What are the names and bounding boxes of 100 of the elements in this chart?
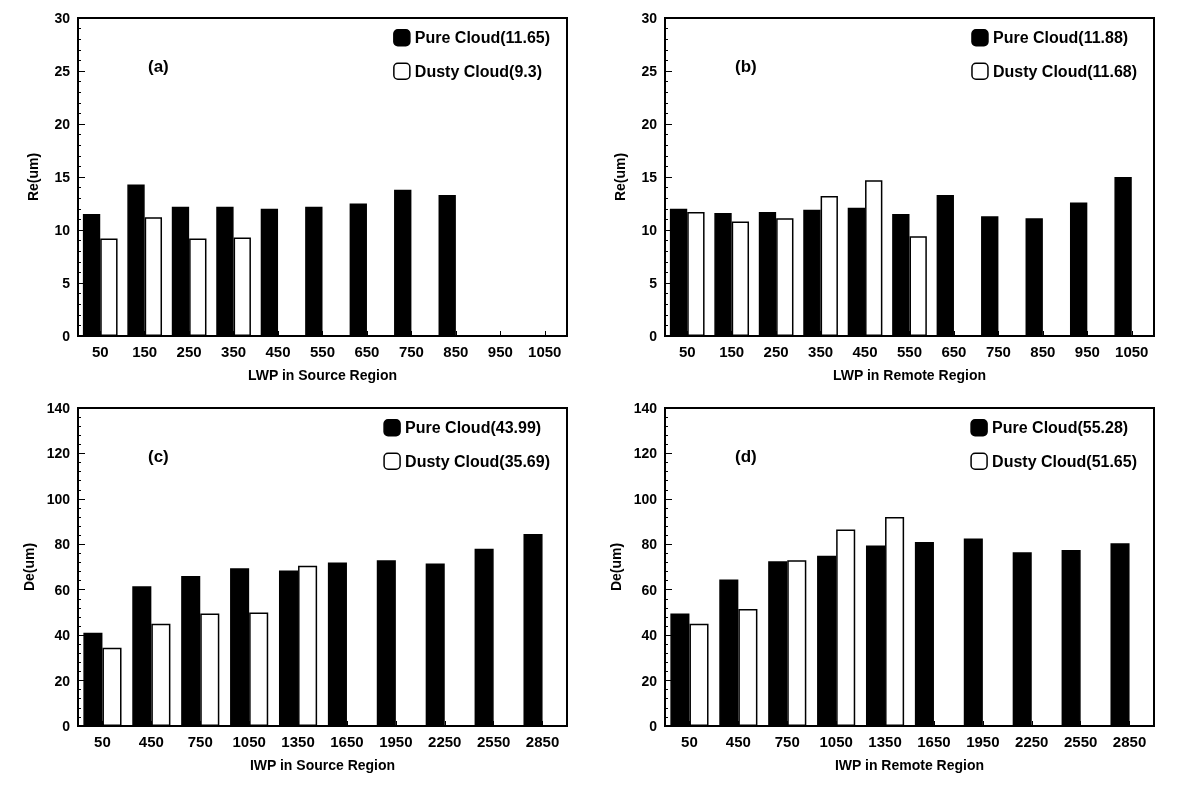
x-tick-label: 50 [91, 343, 109, 360]
legend-label: Dusty Cloud(51.65) [992, 452, 1138, 470]
y-tick-label: 40 [54, 627, 71, 644]
annotation: (c) [148, 447, 169, 466]
y-tick-label: 30 [54, 10, 71, 26]
x-tick-label: 50 [94, 733, 111, 750]
x-tick-label: 450 [138, 733, 164, 750]
legend-label: Pure Cloud(43.99) [405, 419, 542, 437]
bar [376, 560, 396, 726]
bar [981, 216, 999, 336]
y-tick-label: 20 [641, 672, 658, 689]
legend-label: Dusty Cloud(35.69) [405, 452, 551, 470]
bar [327, 562, 347, 726]
x-tick-label: 350 [221, 343, 247, 360]
x-tick-label: 450 [265, 343, 291, 360]
x-tick-label: 850 [1030, 343, 1056, 360]
annotation: (b) [735, 57, 757, 76]
x-tick-label: 550 [896, 343, 923, 360]
x-tick-label: 1050 [528, 343, 562, 360]
x-tick-label: 1950 [966, 733, 1000, 750]
y-tick-label: 0 [649, 328, 658, 344]
x-tick-label: 1950 [379, 733, 413, 750]
bar [1114, 177, 1132, 336]
legend-label: Pure Cloud(55.28) [992, 419, 1129, 437]
bar [1069, 202, 1088, 336]
x-tick-label: 350 [808, 343, 834, 360]
x-tick-label: 1650 [330, 733, 364, 750]
x-axis-title: LWP in Remote Region [833, 367, 986, 383]
bar [474, 548, 494, 726]
x-tick-label: 2250 [1015, 733, 1049, 750]
bar [305, 206, 323, 336]
bar [1012, 552, 1032, 726]
x-tick-label: 50 [681, 733, 698, 750]
legend-label: Dusty Cloud(9.3) [414, 62, 542, 80]
x-tick-label: 2550 [1063, 733, 1098, 750]
x-axis-title: IWP in Remote Region [834, 757, 985, 773]
x-tick-label: 450 [725, 733, 751, 750]
y-tick-label: 100 [46, 490, 71, 507]
y-tick-label: 0 [62, 718, 71, 734]
x-tick-label: 2550 [476, 733, 511, 750]
legend-label: Pure Cloud(11.88) [992, 29, 1129, 47]
y-tick-label: 120 [46, 445, 71, 462]
x-axis-title: IWP in Source Region [249, 757, 396, 773]
y-tick-label: 100 [633, 490, 658, 507]
bar [936, 195, 954, 336]
bar [1061, 549, 1081, 726]
annotation: (d) [735, 447, 757, 466]
y-tick-label: 25 [54, 63, 71, 79]
y-tick-label: 120 [633, 445, 658, 462]
x-tick-label: 1650 [917, 733, 951, 750]
y-axis-title: De(um) [20, 542, 37, 592]
y-tick-label: 80 [54, 536, 71, 553]
y-axis-title: Re(um) [612, 152, 628, 202]
x-tick-label: 250 [176, 343, 202, 360]
x-tick-label: 650 [354, 343, 380, 360]
bar [523, 534, 543, 726]
bar [914, 542, 934, 726]
x-tick-label: 850 [443, 343, 469, 360]
y-tick-label: 20 [54, 116, 71, 132]
y-tick-label: 10 [641, 222, 658, 238]
x-tick-label: 750 [187, 733, 213, 750]
y-tick-label: 0 [62, 328, 71, 344]
x-tick-label: 750 [774, 733, 800, 750]
y-tick-label: 25 [641, 63, 658, 79]
y-tick-label: 5 [649, 275, 658, 291]
y-tick-label: 10 [54, 222, 71, 238]
x-tick-label: 2850 [1112, 733, 1147, 750]
x-tick-label: 150 [719, 343, 745, 360]
bar [260, 208, 279, 336]
x-tick-label: 2850 [525, 733, 560, 750]
x-tick-label: 1350 [868, 733, 902, 750]
x-tick-label: 250 [763, 343, 789, 360]
bar [425, 563, 445, 726]
legend-label: Pure Cloud(11.65) [414, 29, 551, 47]
x-tick-label: 1350 [281, 733, 315, 750]
y-axis-title: De(um) [607, 542, 624, 592]
x-tick-label: 450 [852, 343, 878, 360]
y-tick-label: 15 [54, 169, 71, 185]
x-tick-label: 650 [941, 343, 967, 360]
x-tick-label: 950 [1074, 343, 1100, 360]
bar [438, 195, 456, 336]
y-tick-label: 30 [641, 10, 658, 26]
x-axis-title: LWP in Source Region [247, 367, 398, 383]
x-tick-label: 150 [132, 343, 158, 360]
x-tick-label: 950 [487, 343, 513, 360]
y-tick-label: 60 [54, 581, 71, 598]
y-tick-label: 140 [46, 400, 71, 416]
annotation: (a) [148, 57, 169, 76]
y-tick-label: 60 [641, 581, 658, 598]
y-tick-label: 20 [54, 672, 71, 689]
bar [394, 189, 412, 336]
bar [963, 538, 983, 726]
y-tick-label: 5 [62, 275, 71, 291]
legend-label: Dusty Cloud(11.68) [992, 62, 1137, 80]
y-axis-title: Re(um) [25, 152, 41, 202]
y-tick-label: 15 [641, 169, 658, 185]
y-tick-label: 40 [641, 627, 658, 644]
x-tick-label: 2250 [428, 733, 462, 750]
bar [1110, 543, 1130, 726]
x-tick-label: 1050 [232, 733, 266, 750]
